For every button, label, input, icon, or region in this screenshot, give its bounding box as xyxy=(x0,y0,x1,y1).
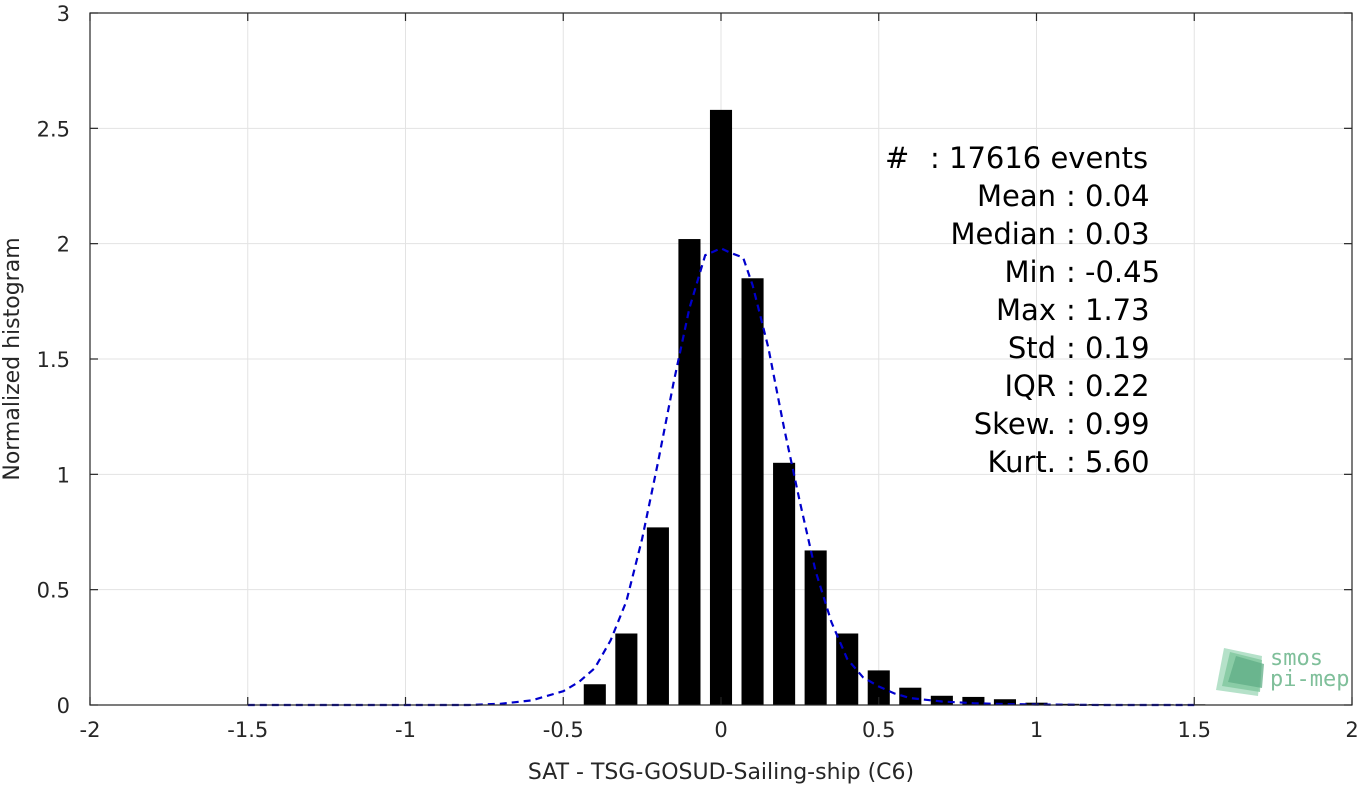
x-tick-label: -1.5 xyxy=(227,718,268,742)
histogram-bar xyxy=(709,109,733,705)
stat-label: # xyxy=(885,141,909,175)
stat-label: IQR xyxy=(1004,369,1056,403)
histogram-bar xyxy=(773,462,796,705)
logo-line2: pi-mep xyxy=(1270,667,1349,692)
x-axis-ticks: -2 -1.5 -1 -0.5 0 0.5 1 1.5 2 xyxy=(80,13,1359,742)
stat-label: Median xyxy=(951,217,1056,251)
stat-value: : 0.22 xyxy=(1066,369,1150,403)
y-tick-label: 2 xyxy=(57,233,70,257)
histogram-bar xyxy=(804,550,827,705)
histogram-bar xyxy=(741,278,764,705)
fit-curve xyxy=(247,247,1195,707)
x-tick-label: 0 xyxy=(714,718,727,742)
histogram-bar xyxy=(615,633,638,705)
stat-label: Kurt. xyxy=(988,445,1056,479)
x-tick-label: -1 xyxy=(395,718,416,742)
histogram-bar xyxy=(678,239,701,705)
x-axis-label: SAT - TSG-GOSUD-Sailing-ship (C6) xyxy=(528,760,914,785)
smos-pimep-logo: smos pi-mep xyxy=(1216,646,1349,696)
histogram-bar xyxy=(646,527,669,705)
statistics-box: # : 17616 events Mean : 0.04 Median : 0.03 Min… xyxy=(885,141,1160,479)
stat-value: : 0.04 xyxy=(1066,179,1150,213)
histogram-bar xyxy=(962,696,985,705)
x-tick-label: -2 xyxy=(80,718,101,742)
stat-value: : 0.19 xyxy=(1066,331,1150,365)
stat-value: : 5.60 xyxy=(1066,445,1150,479)
y-tick-label: 0 xyxy=(57,694,70,718)
y-tick-label: 1.5 xyxy=(37,348,70,372)
histogram-bar xyxy=(836,633,859,705)
y-tick-label: 3 xyxy=(57,2,70,26)
y-tick-label: 2.5 xyxy=(37,117,70,141)
x-tick-label: 1 xyxy=(1030,718,1043,742)
logo-line1: smos xyxy=(1270,646,1323,671)
stat-value: : 1.73 xyxy=(1066,293,1150,327)
histogram-bar xyxy=(867,670,890,705)
x-tick-label: -0.5 xyxy=(543,718,584,742)
stat-value: : -0.45 xyxy=(1066,255,1160,289)
y-axis-label: Normalized histogram xyxy=(0,237,25,480)
stat-value: : 0.99 xyxy=(1066,407,1150,441)
stat-label: Mean xyxy=(977,179,1056,213)
stat-label: Std xyxy=(1008,331,1056,365)
stat-label: Min xyxy=(1005,255,1056,289)
y-tick-label: 1 xyxy=(57,463,70,487)
stat-label: Max xyxy=(996,293,1056,327)
y-tick-label: 0.5 xyxy=(37,579,70,603)
x-tick-label: 2 xyxy=(1345,718,1358,742)
histogram-bar xyxy=(993,699,1016,705)
x-tick-label: 1.5 xyxy=(1178,718,1211,742)
stat-value: : 0.03 xyxy=(1066,217,1150,251)
y-axis-ticks: 0 0.5 1 1.5 2 2.5 3 xyxy=(37,2,1352,718)
stat-label: Skew. xyxy=(974,407,1056,441)
logo-mark-icon xyxy=(1216,648,1264,696)
histogram-bars xyxy=(583,109,1206,706)
histogram-bar xyxy=(583,684,606,705)
x-tick-label: 0.5 xyxy=(862,718,895,742)
histogram-bar xyxy=(930,695,953,705)
histogram-bar xyxy=(899,687,922,705)
stat-value: : 17616 events xyxy=(930,141,1148,175)
